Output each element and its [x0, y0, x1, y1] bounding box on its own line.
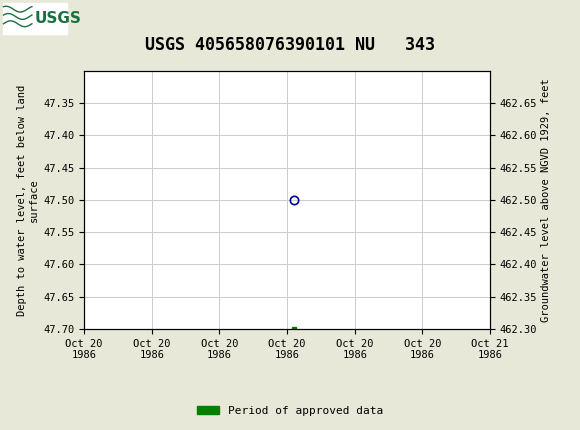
Y-axis label: Depth to water level, feet below land
surface: Depth to water level, feet below land su… — [17, 84, 39, 316]
Text: USGS 405658076390101 NU   343: USGS 405658076390101 NU 343 — [145, 36, 435, 54]
Text: USGS: USGS — [35, 11, 82, 26]
Legend: Period of approved data: Period of approved data — [193, 401, 387, 420]
FancyBboxPatch shape — [3, 3, 67, 34]
Y-axis label: Groundwater level above NGVD 1929, feet: Groundwater level above NGVD 1929, feet — [542, 78, 552, 322]
